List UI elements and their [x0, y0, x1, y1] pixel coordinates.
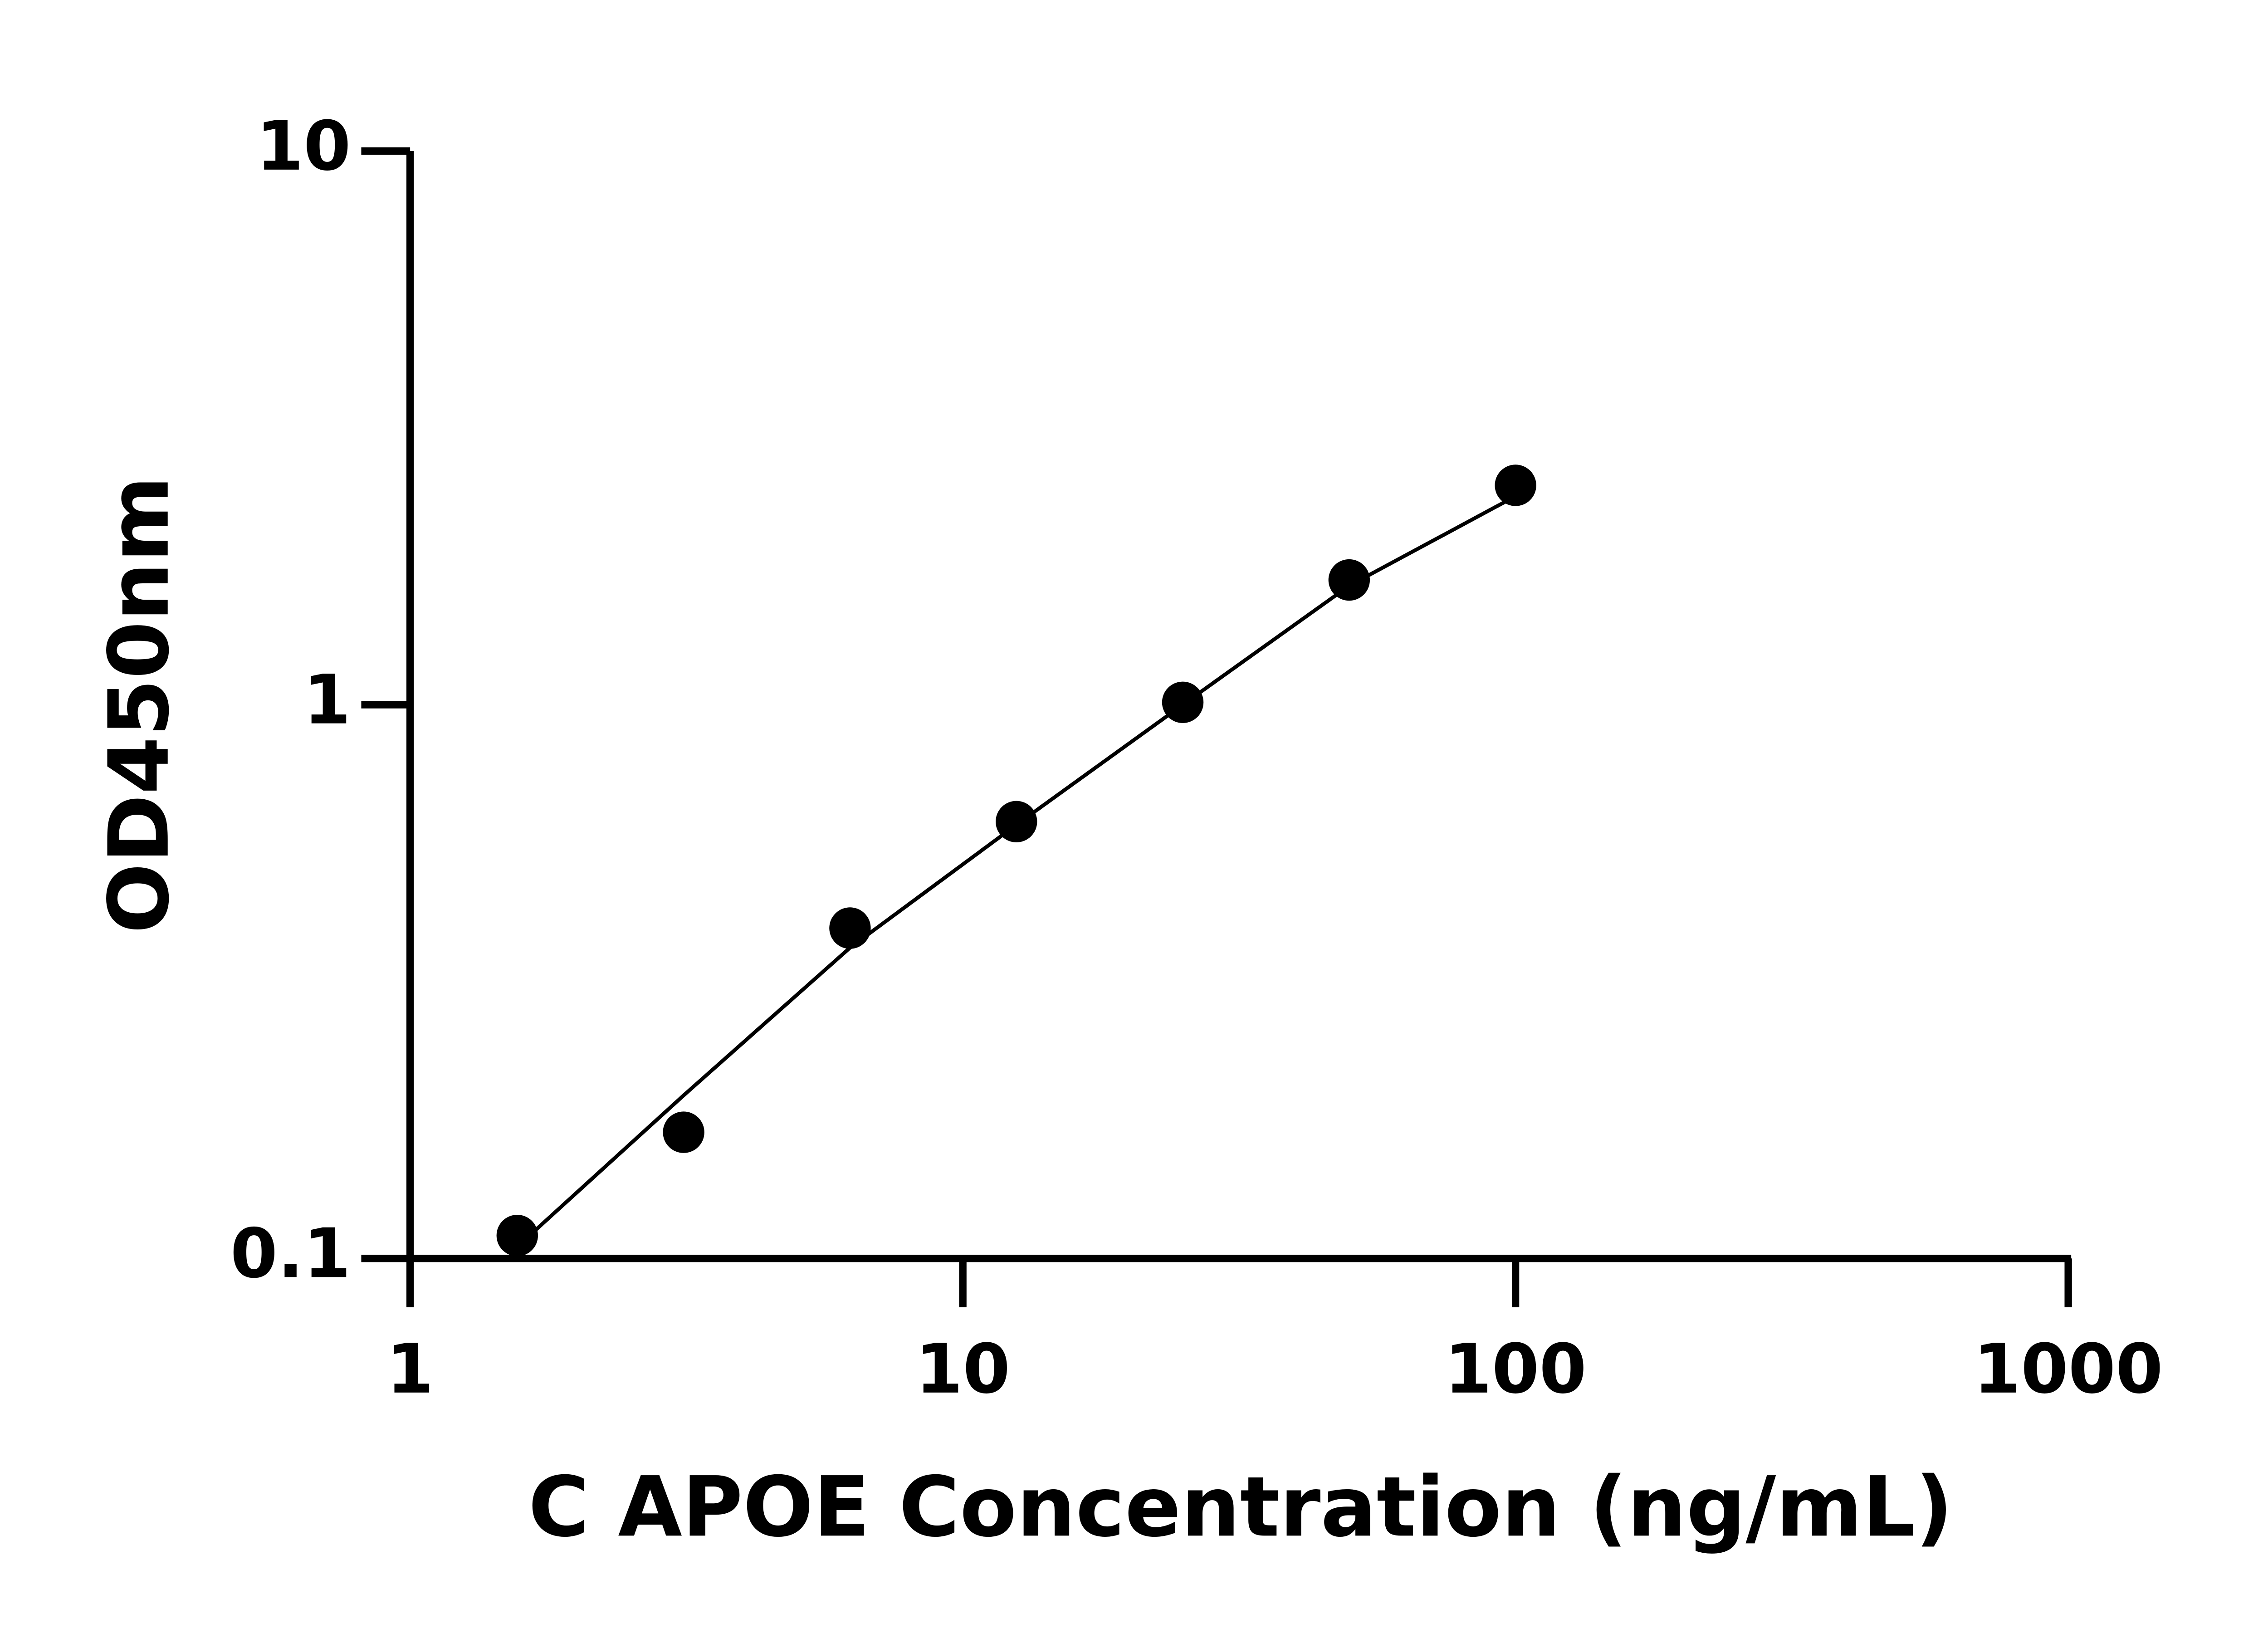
x-tick-label: 1000 [1974, 1330, 2163, 1409]
x-tick-label: 1 [386, 1330, 434, 1409]
y-tick-label: 0.1 [230, 1214, 351, 1293]
y-tick-label: 1 [303, 661, 351, 740]
data-point [829, 907, 871, 949]
data-point [1328, 559, 1370, 601]
y-tick-label: 10 [256, 107, 351, 186]
data-point [996, 801, 1037, 842]
data-point [1162, 681, 1204, 723]
y-axis-label: OD450nm [91, 476, 188, 934]
data-point [1495, 464, 1536, 506]
data-point [496, 1215, 538, 1257]
x-tick-label: 100 [1444, 1330, 1586, 1409]
x-axis-label: C APOE Concentration (ng/mL) [528, 1459, 1953, 1555]
x-tick-label: 10 [915, 1330, 1010, 1409]
data-point [663, 1111, 704, 1153]
